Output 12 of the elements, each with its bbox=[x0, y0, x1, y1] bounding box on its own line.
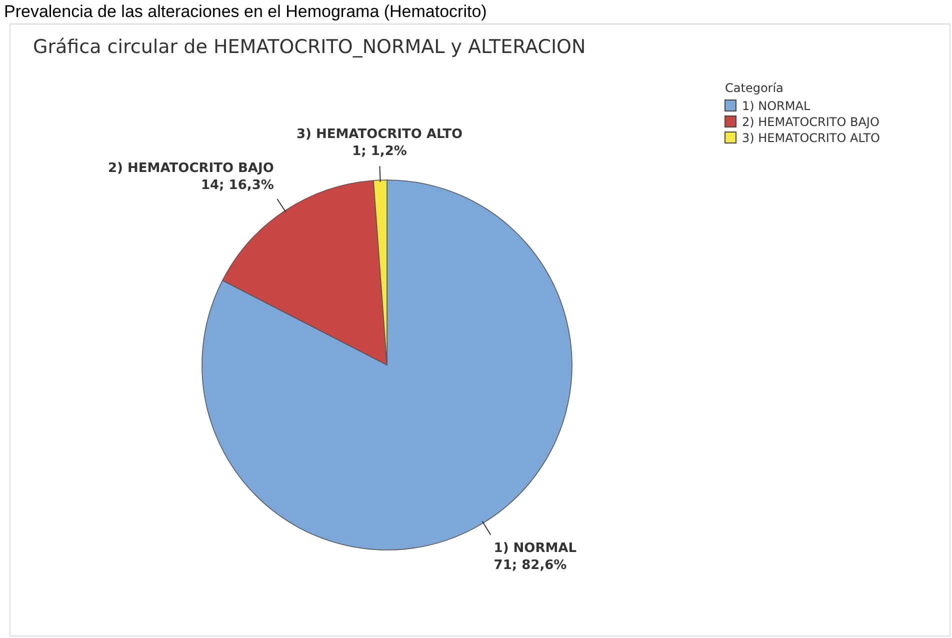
slice-label: 1) NORMAL bbox=[494, 540, 577, 556]
legend-label: 3) HEMATOCRITO ALTO bbox=[742, 131, 880, 145]
text: Prevalencia de las alteraciones en el Hemograma (Hematocrito) bbox=[4, 2, 487, 21]
data-label: 71; 82,6% bbox=[494, 558, 567, 573]
chart-title: Gráfica circular de HEMATOCRITO_NORMAL y ALTERACION bbox=[33, 36, 586, 58]
slice-label: 3) HEMATOCRITO ALTO bbox=[296, 127, 463, 142]
legend-label: 1) NORMAL bbox=[742, 99, 810, 113]
legend-label: 2) HEMATOCRITO BAJO bbox=[742, 115, 880, 129]
data-label: 1; 1,2% bbox=[352, 144, 407, 160]
legend-title: Categoría bbox=[725, 81, 784, 95]
data-label: 14; 16,3% bbox=[200, 178, 274, 194]
slice-label: 2) HEMATOCRITO BAJO bbox=[108, 161, 274, 176]
